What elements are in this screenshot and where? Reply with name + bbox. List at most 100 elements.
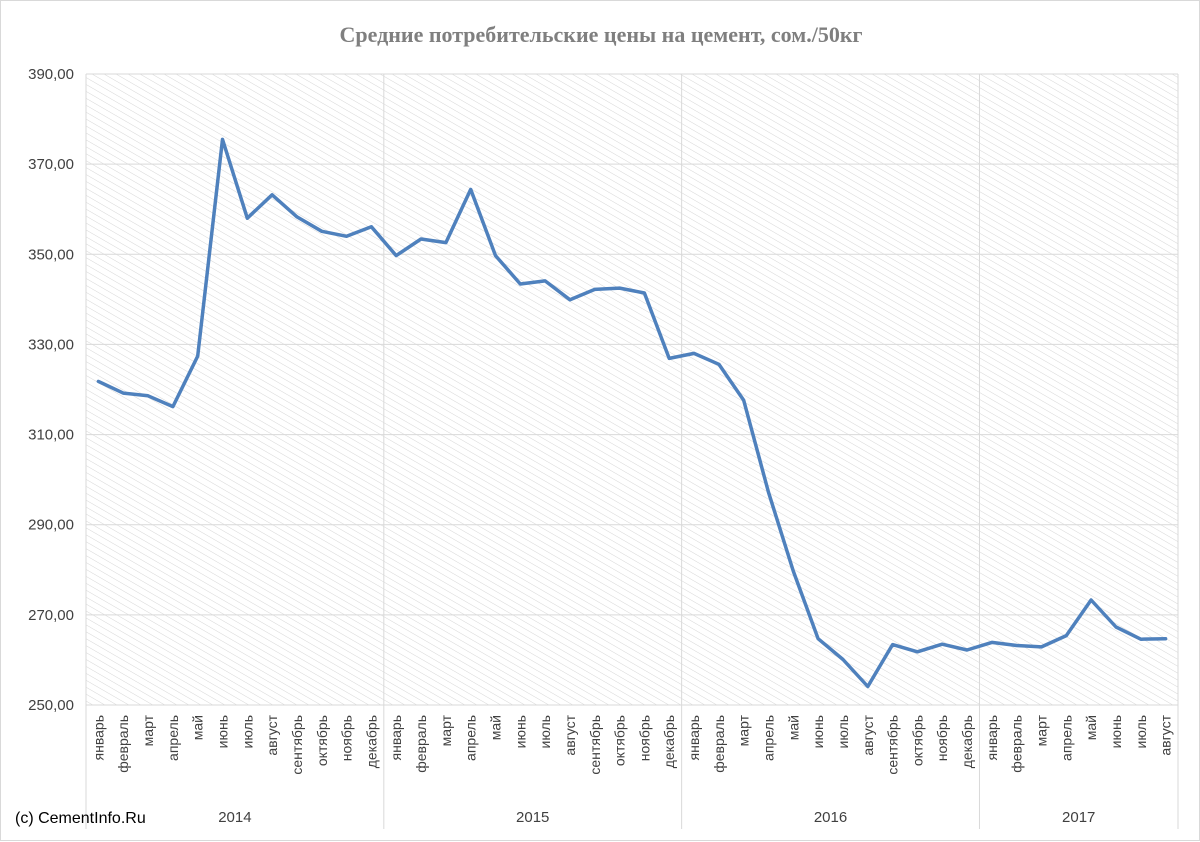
data-point [1114, 625, 1118, 629]
y-tick-label: 270,00 [28, 607, 74, 624]
chart-title: Средние потребительские цены на цемент, … [339, 22, 862, 47]
y-axis: 250,00 270,00 290,00 310,00 330,00 350,00 370,… [28, 66, 74, 714]
x-tick-label: март [438, 714, 454, 746]
data-point [270, 193, 274, 196]
x-tick-label: октябрь [909, 715, 925, 766]
year-label: 2016 [814, 809, 847, 826]
data-point [568, 298, 572, 302]
data-point [841, 658, 845, 661]
x-tick-label: сентябрь [885, 715, 901, 775]
x-tick-label: май [488, 715, 504, 740]
data-point [196, 354, 199, 358]
data-point [965, 648, 969, 652]
data-point [444, 241, 448, 244]
series-layer [96, 137, 1168, 689]
x-tick-label: октябрь [314, 715, 330, 766]
data-point [419, 237, 423, 241]
x-tick-label: февраль [413, 715, 429, 773]
y-tick-label: 390,00 [28, 66, 74, 83]
data-point [692, 352, 696, 355]
gridlines [86, 73, 1178, 706]
x-tick-label: февраль [115, 715, 131, 773]
year-label: 2015 [516, 809, 549, 826]
data-point [593, 288, 596, 291]
x-tick-label: ноябрь [934, 715, 950, 761]
x-tick-label: март [1034, 714, 1050, 746]
data-point [792, 569, 795, 573]
y-tick-label: 290,00 [28, 517, 74, 534]
plot-area [86, 74, 1178, 705]
x-tick-label: июнь [1108, 715, 1124, 748]
x-tick-label: май [785, 715, 801, 740]
x-tick-label: февраль [711, 715, 727, 773]
copyright-text: (c) CementInfo.Ru [15, 810, 146, 827]
data-point [1164, 637, 1167, 640]
data-point [1089, 598, 1093, 602]
x-tick-label: апрель [165, 715, 181, 761]
data-point [543, 279, 547, 283]
data-point [1040, 645, 1043, 649]
x-tick-label: апрель [1058, 715, 1074, 761]
data-point [469, 188, 472, 191]
x-tick-label: август [860, 714, 876, 755]
data-point [395, 254, 398, 257]
data-point [866, 685, 869, 688]
x-tick-label: ноябрь [636, 715, 652, 761]
x-tick-label: январь [686, 715, 702, 760]
data-point [990, 641, 994, 644]
x-tick-label: июль [835, 715, 851, 748]
data-point [668, 357, 671, 360]
y-tick-label: 370,00 [28, 156, 74, 173]
data-point [916, 650, 919, 654]
x-tick-label: май [1083, 715, 1099, 740]
x-tick-label: август [1158, 714, 1174, 755]
y-tick-label: 310,00 [28, 427, 74, 444]
year-label: 2017 [1062, 809, 1095, 826]
x-tick-label: июнь [810, 715, 826, 748]
data-point [122, 391, 125, 395]
x-tick-label: август [264, 714, 280, 755]
data-point [742, 399, 745, 402]
x-tick-label: сентябрь [587, 715, 603, 775]
x-tick-label: июнь [215, 715, 231, 748]
x-tick-label: ноябрь [339, 715, 355, 761]
data-point [221, 138, 224, 141]
x-tick-label: март [736, 714, 752, 746]
x-tick-label: июль [1133, 715, 1149, 748]
x-tick-label: июль [537, 715, 553, 748]
x-tick-label: апрель [761, 715, 777, 761]
x-tick-label: январь [388, 715, 404, 760]
data-point [767, 491, 770, 494]
x-tick-label: декабрь [661, 715, 677, 768]
x-tick-label: октябрь [612, 715, 628, 766]
data-point [1015, 644, 1018, 647]
x-tick-label: июнь [512, 715, 528, 748]
data-point [345, 235, 348, 238]
data-point [97, 380, 100, 383]
x-tick-label: июль [239, 715, 255, 748]
data-point [1065, 634, 1068, 637]
data-point [891, 643, 894, 646]
x-tick-label: декабрь [959, 715, 975, 768]
x-tick-label: апрель [463, 715, 479, 761]
x-tick-label: февраль [1009, 715, 1025, 773]
data-point [370, 225, 373, 228]
data-point [1139, 637, 1142, 641]
x-tick-label: август [562, 714, 578, 755]
y-tick-label: 330,00 [28, 336, 74, 353]
series-line [96, 137, 1168, 689]
x-tick-label: март [140, 714, 156, 746]
y-tick-label: 250,00 [28, 697, 74, 714]
data-point [816, 637, 820, 640]
x-tick-label: май [190, 715, 206, 740]
data-point [246, 217, 249, 220]
x-axis: январь февраль март апрель май июнь июль август… [85, 74, 1179, 829]
x-tick-label: декабрь [363, 715, 379, 768]
data-point [941, 642, 944, 646]
x-tick-label: сентябрь [289, 715, 305, 775]
data-point [618, 286, 621, 290]
y-tick-label: 350,00 [28, 246, 74, 263]
data-point [717, 363, 721, 366]
x-tick-label: январь [984, 715, 1000, 760]
